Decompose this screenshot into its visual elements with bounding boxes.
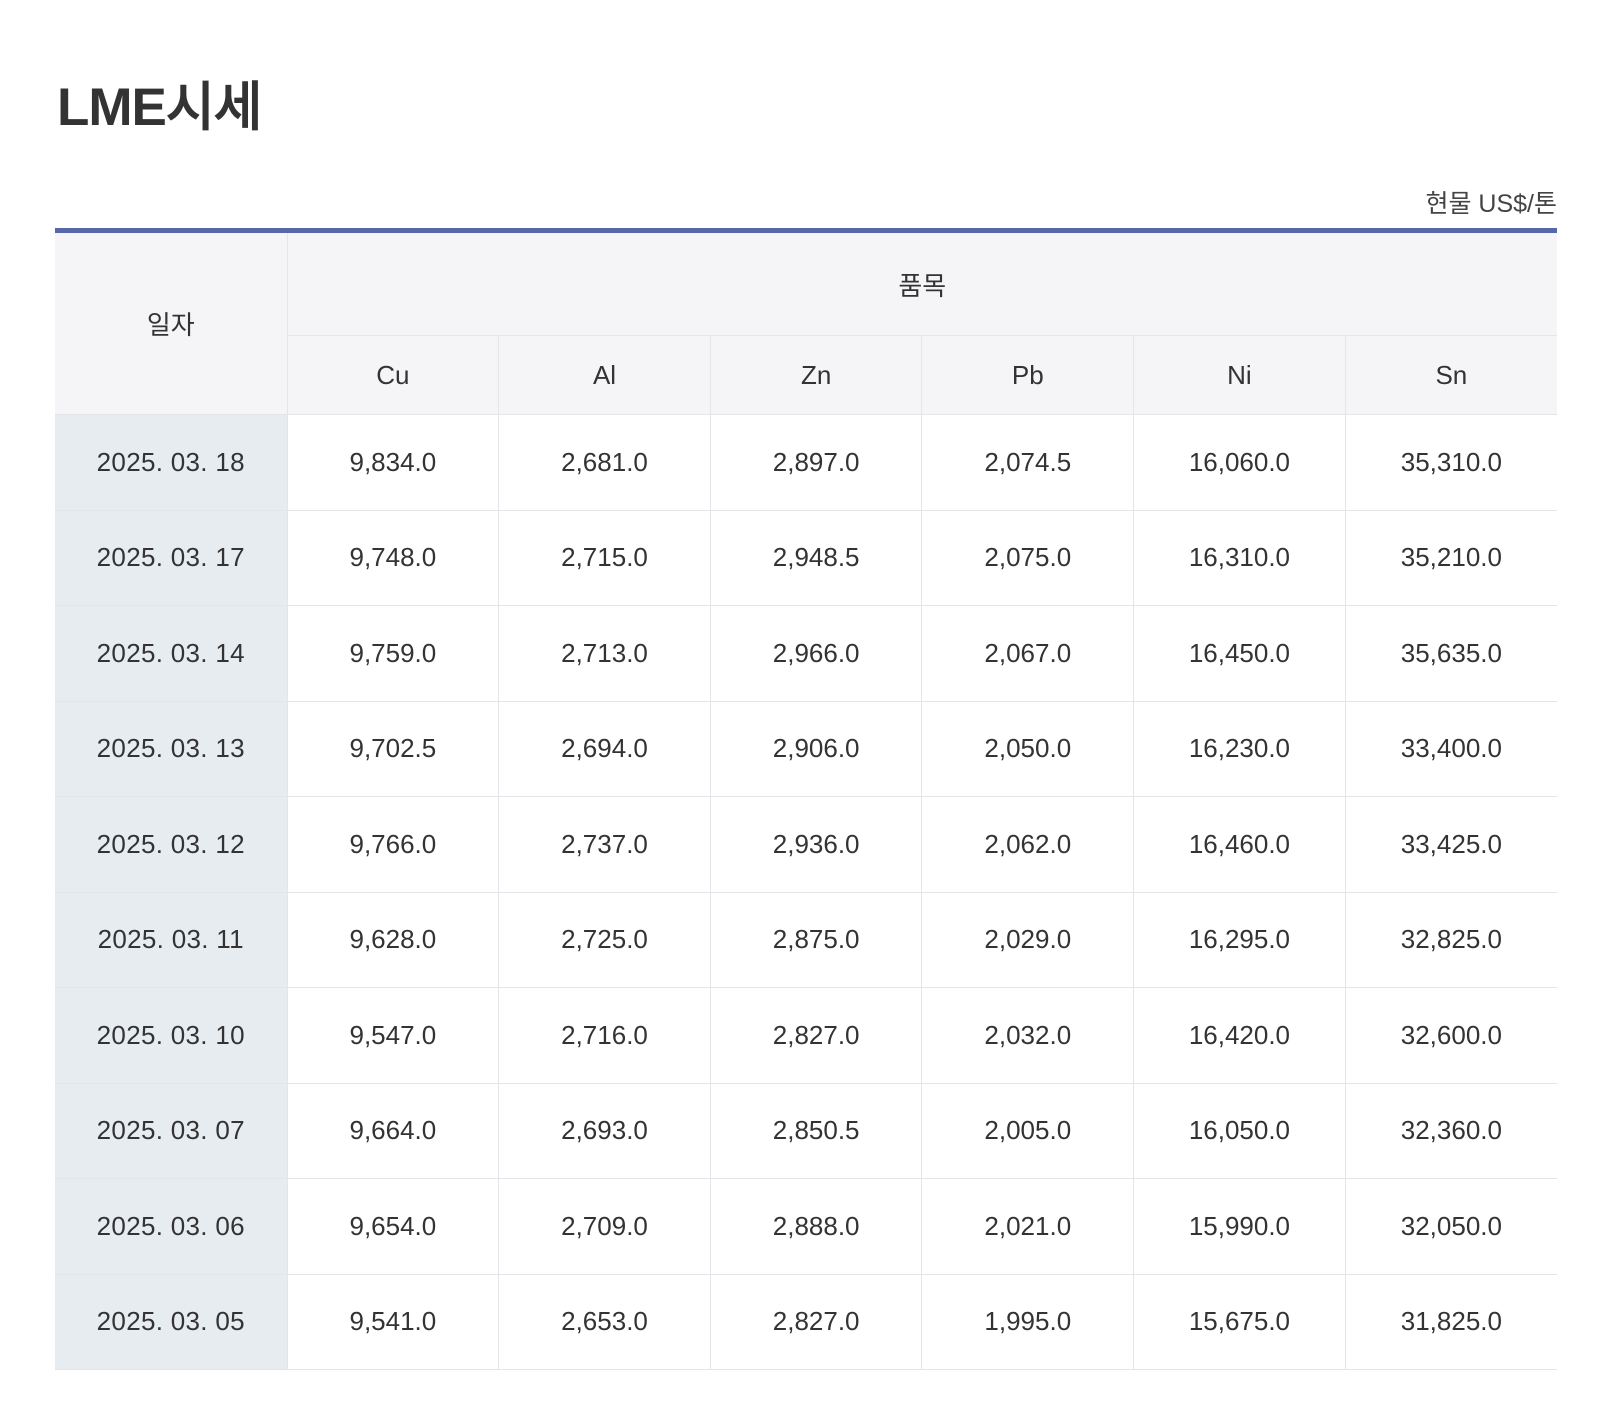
- cell-sn: 35,310.0: [1345, 414, 1557, 511]
- cell-ni: 16,060.0: [1133, 414, 1346, 511]
- cell-pb: 1,995.0: [921, 1274, 1135, 1370]
- cell-ni: 16,460.0: [1133, 796, 1346, 893]
- cell-al: 2,716.0: [498, 987, 711, 1084]
- cell-date: 2025. 03. 10: [55, 987, 288, 1084]
- cell-ni: 16,420.0: [1133, 987, 1346, 1084]
- cell-sn: 33,425.0: [1345, 796, 1557, 893]
- cell-ni: 15,990.0: [1133, 1178, 1346, 1275]
- cell-ni: 15,675.0: [1133, 1274, 1346, 1370]
- cell-zn: 2,827.0: [710, 1274, 923, 1370]
- unit-note: 현물 US$/톤: [1425, 190, 1557, 218]
- cell-zn: 2,850.5: [710, 1083, 923, 1179]
- column-header-zn: Zn: [710, 335, 923, 415]
- cell-zn: 2,936.0: [710, 796, 923, 893]
- cell-date: 2025. 03. 18: [55, 414, 288, 511]
- column-header-cu: Cu: [287, 335, 500, 415]
- cell-pb: 2,067.0: [921, 605, 1135, 702]
- cell-al: 2,737.0: [498, 796, 711, 893]
- cell-al: 2,694.0: [498, 701, 711, 797]
- table-row: 2025. 03. 05 9,541.0 2,653.0 2,827.0 1,9…: [55, 1274, 1557, 1370]
- cell-zn: 2,897.0: [710, 414, 923, 511]
- cell-ni: 16,310.0: [1133, 510, 1346, 606]
- cell-date: 2025. 03. 06: [55, 1178, 288, 1275]
- lme-price-table-wrapper: 일자 품목 Cu Al Zn Pb Ni Sn 2025. 03. 18 9,8…: [55, 228, 1557, 1370]
- cell-al: 2,653.0: [498, 1274, 711, 1370]
- column-header-pb: Pb: [921, 335, 1135, 415]
- table-row: 2025. 03. 14 9,759.0 2,713.0 2,966.0 2,0…: [55, 605, 1557, 702]
- cell-zn: 2,888.0: [710, 1178, 923, 1275]
- cell-cu: 9,541.0: [287, 1274, 500, 1370]
- cell-pb: 2,032.0: [921, 987, 1135, 1084]
- cell-sn: 32,050.0: [1345, 1178, 1557, 1275]
- cell-al: 2,725.0: [498, 892, 711, 988]
- cell-sn: 32,360.0: [1345, 1083, 1557, 1179]
- cell-al: 2,693.0: [498, 1083, 711, 1179]
- cell-cu: 9,547.0: [287, 987, 500, 1084]
- cell-cu: 9,628.0: [287, 892, 500, 988]
- cell-al: 2,715.0: [498, 510, 711, 606]
- table-body: 2025. 03. 18 9,834.0 2,681.0 2,897.0 2,0…: [55, 414, 1557, 1370]
- header-row-group: 일자 품목: [55, 230, 1557, 415]
- table-row: 2025. 03. 12 9,766.0 2,737.0 2,936.0 2,0…: [55, 796, 1557, 893]
- cell-pb: 2,074.5: [921, 414, 1135, 511]
- cell-sn: 31,825.0: [1345, 1274, 1557, 1370]
- cell-al: 2,713.0: [498, 605, 711, 702]
- cell-date: 2025. 03. 11: [55, 892, 288, 988]
- table-row: 2025. 03. 07 9,664.0 2,693.0 2,850.5 2,0…: [55, 1083, 1557, 1179]
- cell-date: 2025. 03. 14: [55, 605, 288, 702]
- column-header-sn: Sn: [1345, 335, 1557, 415]
- table-row: 2025. 03. 13 9,702.5 2,694.0 2,906.0 2,0…: [55, 701, 1557, 797]
- cell-zn: 2,827.0: [710, 987, 923, 1084]
- table-row: 2025. 03. 17 9,748.0 2,715.0 2,948.5 2,0…: [55, 510, 1557, 606]
- cell-sn: 33,400.0: [1345, 701, 1557, 797]
- cell-zn: 2,948.5: [710, 510, 923, 606]
- cell-sn: 35,210.0: [1345, 510, 1557, 606]
- table-row: 2025. 03. 18 9,834.0 2,681.0 2,897.0 2,0…: [55, 414, 1557, 511]
- cell-date: 2025. 03. 05: [55, 1274, 288, 1370]
- cell-pb: 2,075.0: [921, 510, 1135, 606]
- lme-price-table: 일자 품목 Cu Al Zn Pb Ni Sn 2025. 03. 18 9,8…: [55, 228, 1557, 1370]
- cell-cu: 9,766.0: [287, 796, 500, 893]
- cell-cu: 9,664.0: [287, 1083, 500, 1179]
- cell-pb: 2,021.0: [921, 1178, 1135, 1275]
- cell-sn: 35,635.0: [1345, 605, 1557, 702]
- header-row-metals: Cu Al Zn Pb Ni Sn: [55, 335, 1557, 415]
- cell-cu: 9,654.0: [287, 1178, 500, 1275]
- table-row: 2025. 03. 11 9,628.0 2,725.0 2,875.0 2,0…: [55, 892, 1557, 988]
- cell-zn: 2,966.0: [710, 605, 923, 702]
- cell-date: 2025. 03. 07: [55, 1083, 288, 1179]
- column-header-group-item: 품목: [287, 230, 1557, 336]
- page-title: LME시세: [57, 77, 262, 137]
- cell-al: 2,709.0: [498, 1178, 711, 1275]
- cell-ni: 16,050.0: [1133, 1083, 1346, 1179]
- column-header-al: Al: [498, 335, 711, 415]
- cell-pb: 2,029.0: [921, 892, 1135, 988]
- cell-ni: 16,450.0: [1133, 605, 1346, 702]
- cell-ni: 16,295.0: [1133, 892, 1346, 988]
- cell-pb: 2,062.0: [921, 796, 1135, 893]
- cell-sn: 32,825.0: [1345, 892, 1557, 988]
- cell-date: 2025. 03. 17: [55, 510, 288, 606]
- cell-cu: 9,748.0: [287, 510, 500, 606]
- table-row: 2025. 03. 10 9,547.0 2,716.0 2,827.0 2,0…: [55, 987, 1557, 1084]
- column-header-ni: Ni: [1133, 335, 1346, 415]
- cell-date: 2025. 03. 13: [55, 701, 288, 797]
- cell-zn: 2,906.0: [710, 701, 923, 797]
- cell-cu: 9,702.5: [287, 701, 500, 797]
- cell-pb: 2,005.0: [921, 1083, 1135, 1179]
- cell-cu: 9,759.0: [287, 605, 500, 702]
- column-header-date: 일자: [55, 230, 288, 415]
- table-row: 2025. 03. 06 9,654.0 2,709.0 2,888.0 2,0…: [55, 1178, 1557, 1275]
- cell-ni: 16,230.0: [1133, 701, 1346, 797]
- table-head: 일자 품목 Cu Al Zn Pb Ni Sn: [55, 230, 1557, 415]
- cell-cu: 9,834.0: [287, 414, 500, 511]
- cell-zn: 2,875.0: [710, 892, 923, 988]
- cell-date: 2025. 03. 12: [55, 796, 288, 893]
- cell-pb: 2,050.0: [921, 701, 1135, 797]
- cell-al: 2,681.0: [498, 414, 711, 511]
- cell-sn: 32,600.0: [1345, 987, 1557, 1084]
